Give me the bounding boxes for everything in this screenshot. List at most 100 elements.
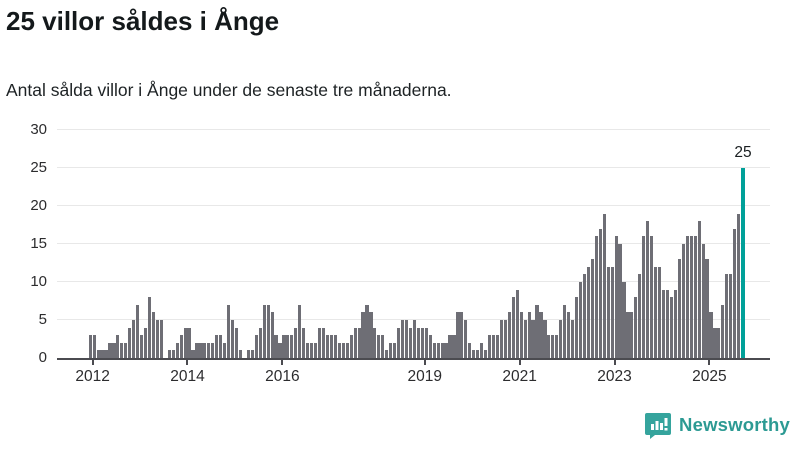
bar	[128, 327, 132, 358]
y-axis-tick-label: 30	[30, 121, 47, 138]
bar	[401, 320, 405, 358]
bar	[630, 312, 634, 358]
bar	[211, 342, 215, 358]
bar	[341, 342, 345, 358]
bar	[606, 266, 610, 358]
bar	[262, 304, 266, 358]
bar	[610, 266, 614, 358]
y-axis-tick-label: 5	[38, 311, 47, 328]
bar	[203, 342, 207, 358]
bar	[321, 327, 326, 358]
bar	[472, 350, 476, 358]
y-axis-tick-label: 20	[30, 197, 47, 214]
bar	[329, 335, 333, 358]
bar	[638, 274, 642, 358]
bar	[511, 297, 515, 358]
bar	[246, 350, 250, 358]
y-axis-tick-label: 10	[30, 273, 47, 290]
bar	[567, 312, 571, 358]
y-axis-tick-label: 0	[38, 349, 47, 366]
bar	[527, 312, 531, 358]
bar	[171, 350, 175, 358]
bar	[195, 342, 199, 358]
bar	[167, 350, 171, 358]
bar	[373, 327, 377, 358]
bar	[140, 335, 144, 358]
bar	[618, 244, 622, 358]
bar	[234, 327, 239, 358]
bar	[673, 289, 677, 358]
bar	[96, 350, 100, 358]
bar	[88, 335, 92, 358]
x-axis-tick	[91, 359, 94, 365]
bar	[563, 304, 567, 358]
x-axis-tick-label: 2014	[170, 368, 205, 385]
bar	[693, 236, 697, 358]
bar	[404, 320, 409, 358]
bar	[151, 312, 156, 358]
bar	[353, 327, 357, 358]
bar	[306, 342, 310, 358]
bar	[531, 320, 535, 358]
bar	[393, 342, 397, 358]
bar	[507, 312, 511, 358]
bar	[385, 350, 389, 358]
gridline	[57, 281, 770, 282]
bar	[219, 335, 223, 358]
bar	[436, 342, 440, 358]
bar	[571, 320, 575, 358]
bar	[456, 312, 460, 358]
bar	[701, 244, 705, 358]
bar	[112, 342, 116, 358]
bar	[199, 342, 203, 358]
bar	[389, 342, 393, 358]
bar	[602, 213, 606, 358]
bar	[250, 350, 254, 358]
bar	[574, 297, 579, 358]
bar	[713, 327, 717, 358]
bar	[314, 342, 318, 358]
bar	[598, 228, 602, 358]
chart-subtitle: Antal sålda villor i Ånge under de senas…	[6, 80, 452, 100]
bar	[705, 259, 709, 358]
bar	[677, 259, 681, 358]
brand-name: Newsworthy	[679, 414, 790, 435]
bar	[223, 342, 227, 358]
bar	[349, 335, 353, 358]
bar	[622, 282, 626, 358]
bar	[294, 327, 298, 358]
bar	[484, 350, 488, 358]
bar	[669, 297, 674, 358]
bar	[361, 312, 365, 358]
bar	[578, 282, 583, 358]
bar	[143, 327, 148, 358]
bar	[183, 327, 187, 358]
bar	[207, 342, 211, 358]
highlighted-bar-latest	[741, 168, 745, 358]
bar	[460, 312, 464, 358]
bar	[590, 259, 594, 358]
bar	[298, 304, 302, 358]
bar	[278, 342, 282, 358]
bar	[642, 236, 646, 358]
bar	[717, 327, 721, 358]
bar	[227, 304, 231, 358]
bar	[646, 221, 650, 358]
bar	[420, 327, 424, 358]
bar	[381, 335, 385, 358]
bar	[634, 297, 638, 358]
bar	[681, 244, 685, 358]
bar	[733, 228, 737, 358]
bar	[416, 327, 420, 358]
bar	[132, 320, 136, 358]
bar	[274, 335, 278, 358]
bar	[310, 342, 314, 358]
bar	[551, 335, 555, 358]
x-axis-tick	[613, 359, 616, 365]
gridline	[57, 205, 770, 206]
bar	[337, 342, 341, 358]
bar	[230, 320, 235, 358]
bar	[654, 266, 658, 358]
bar	[523, 320, 527, 358]
bar	[539, 312, 543, 358]
